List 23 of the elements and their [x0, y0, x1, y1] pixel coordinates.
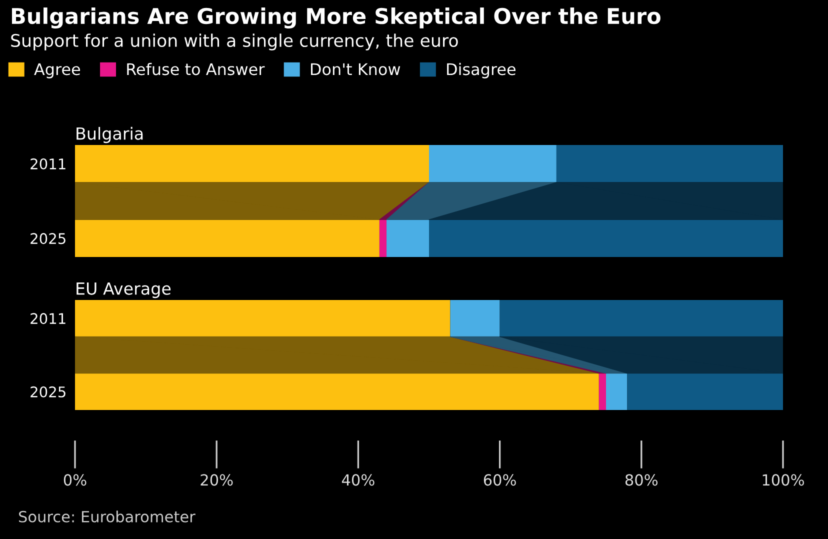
x-tick-label: 60%	[484, 474, 516, 486]
legend-label: Don't Know	[311, 63, 400, 76]
x-tick-label: 40%	[342, 474, 374, 486]
bar	[450, 300, 500, 337]
legend-label: Agree	[34, 63, 80, 78]
x-tick-label: 0%	[64, 474, 86, 486]
bar	[379, 220, 387, 257]
y-tick-label: 2025	[30, 233, 66, 244]
x-tick-label: 100%	[762, 474, 804, 486]
annotation: EU Average	[76, 282, 171, 298]
y-tick-label: 2025	[30, 386, 66, 398]
bar	[606, 373, 628, 410]
x-tick-label: 80%	[625, 474, 658, 486]
source-note: Source: Eurobarometer	[19, 510, 196, 522]
x-tick-label: 20%	[200, 474, 233, 486]
annotation: Bulgaria	[76, 126, 143, 144]
y-tick-label: 2011	[30, 158, 66, 170]
legend-label: Disagree	[447, 62, 516, 78]
legend-label: Refuse to Answer	[127, 62, 265, 76]
chart-title: Bulgarians Are Growing More Skeptical Over the Euro	[12, 8, 660, 28]
chart-subtitle: Support for a union with a single currency, the euro	[11, 34, 458, 50]
bar	[598, 373, 606, 410]
y-tick-label: 2011	[30, 313, 66, 324]
